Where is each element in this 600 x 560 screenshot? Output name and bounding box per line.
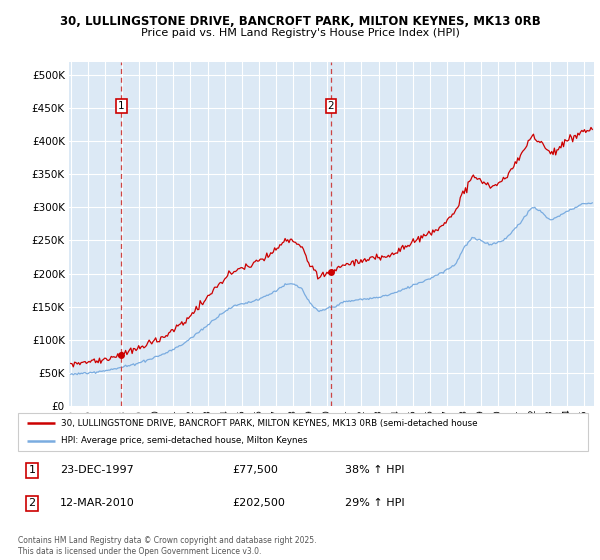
Text: 1: 1 (118, 101, 125, 111)
Text: 30, LULLINGSTONE DRIVE, BANCROFT PARK, MILTON KEYNES, MK13 0RB (semi-detached ho: 30, LULLINGSTONE DRIVE, BANCROFT PARK, M… (61, 418, 477, 427)
Text: 23-DEC-1997: 23-DEC-1997 (60, 465, 134, 475)
Text: 38% ↑ HPI: 38% ↑ HPI (345, 465, 404, 475)
Text: Contains HM Land Registry data © Crown copyright and database right 2025.
This d: Contains HM Land Registry data © Crown c… (18, 536, 317, 556)
Text: £202,500: £202,500 (232, 498, 285, 508)
Text: 2: 2 (328, 101, 334, 111)
Text: HPI: Average price, semi-detached house, Milton Keynes: HPI: Average price, semi-detached house,… (61, 436, 307, 445)
Text: 29% ↑ HPI: 29% ↑ HPI (345, 498, 405, 508)
Text: £77,500: £77,500 (232, 465, 278, 475)
Text: 12-MAR-2010: 12-MAR-2010 (60, 498, 135, 508)
Text: Price paid vs. HM Land Registry's House Price Index (HPI): Price paid vs. HM Land Registry's House … (140, 28, 460, 38)
Text: 1: 1 (29, 465, 35, 475)
Text: 2: 2 (29, 498, 35, 508)
FancyBboxPatch shape (18, 413, 588, 451)
Text: 30, LULLINGSTONE DRIVE, BANCROFT PARK, MILTON KEYNES, MK13 0RB: 30, LULLINGSTONE DRIVE, BANCROFT PARK, M… (59, 15, 541, 28)
